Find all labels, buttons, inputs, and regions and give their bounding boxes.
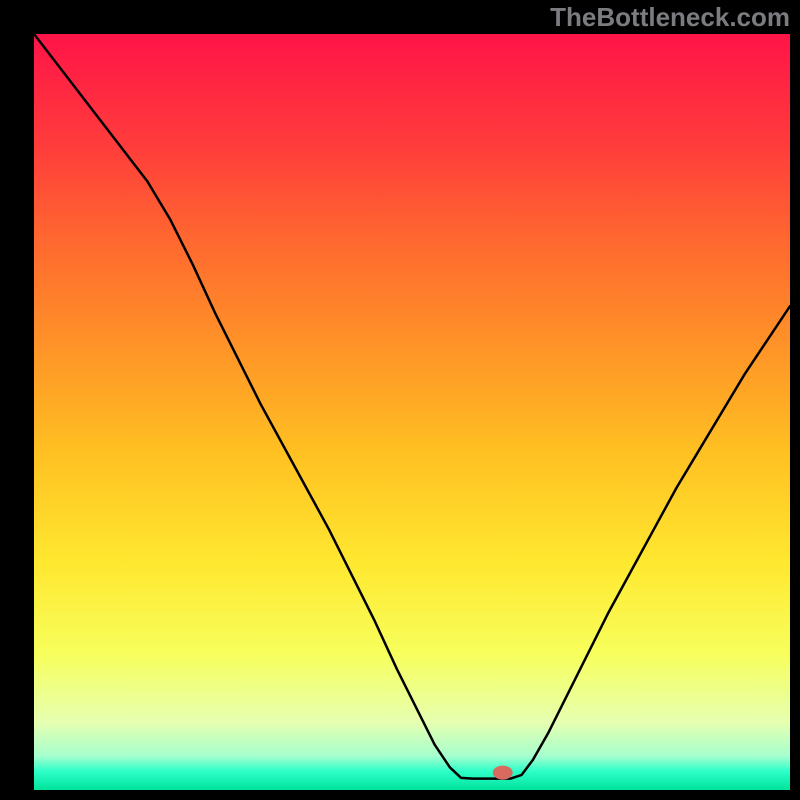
- optimum-marker: [493, 766, 513, 780]
- plot-frame: [34, 34, 790, 790]
- gradient-background: [34, 34, 790, 790]
- chart-container: TheBottleneck.com: [0, 0, 800, 800]
- plot-svg: [34, 34, 790, 790]
- watermark-text: TheBottleneck.com: [550, 2, 790, 33]
